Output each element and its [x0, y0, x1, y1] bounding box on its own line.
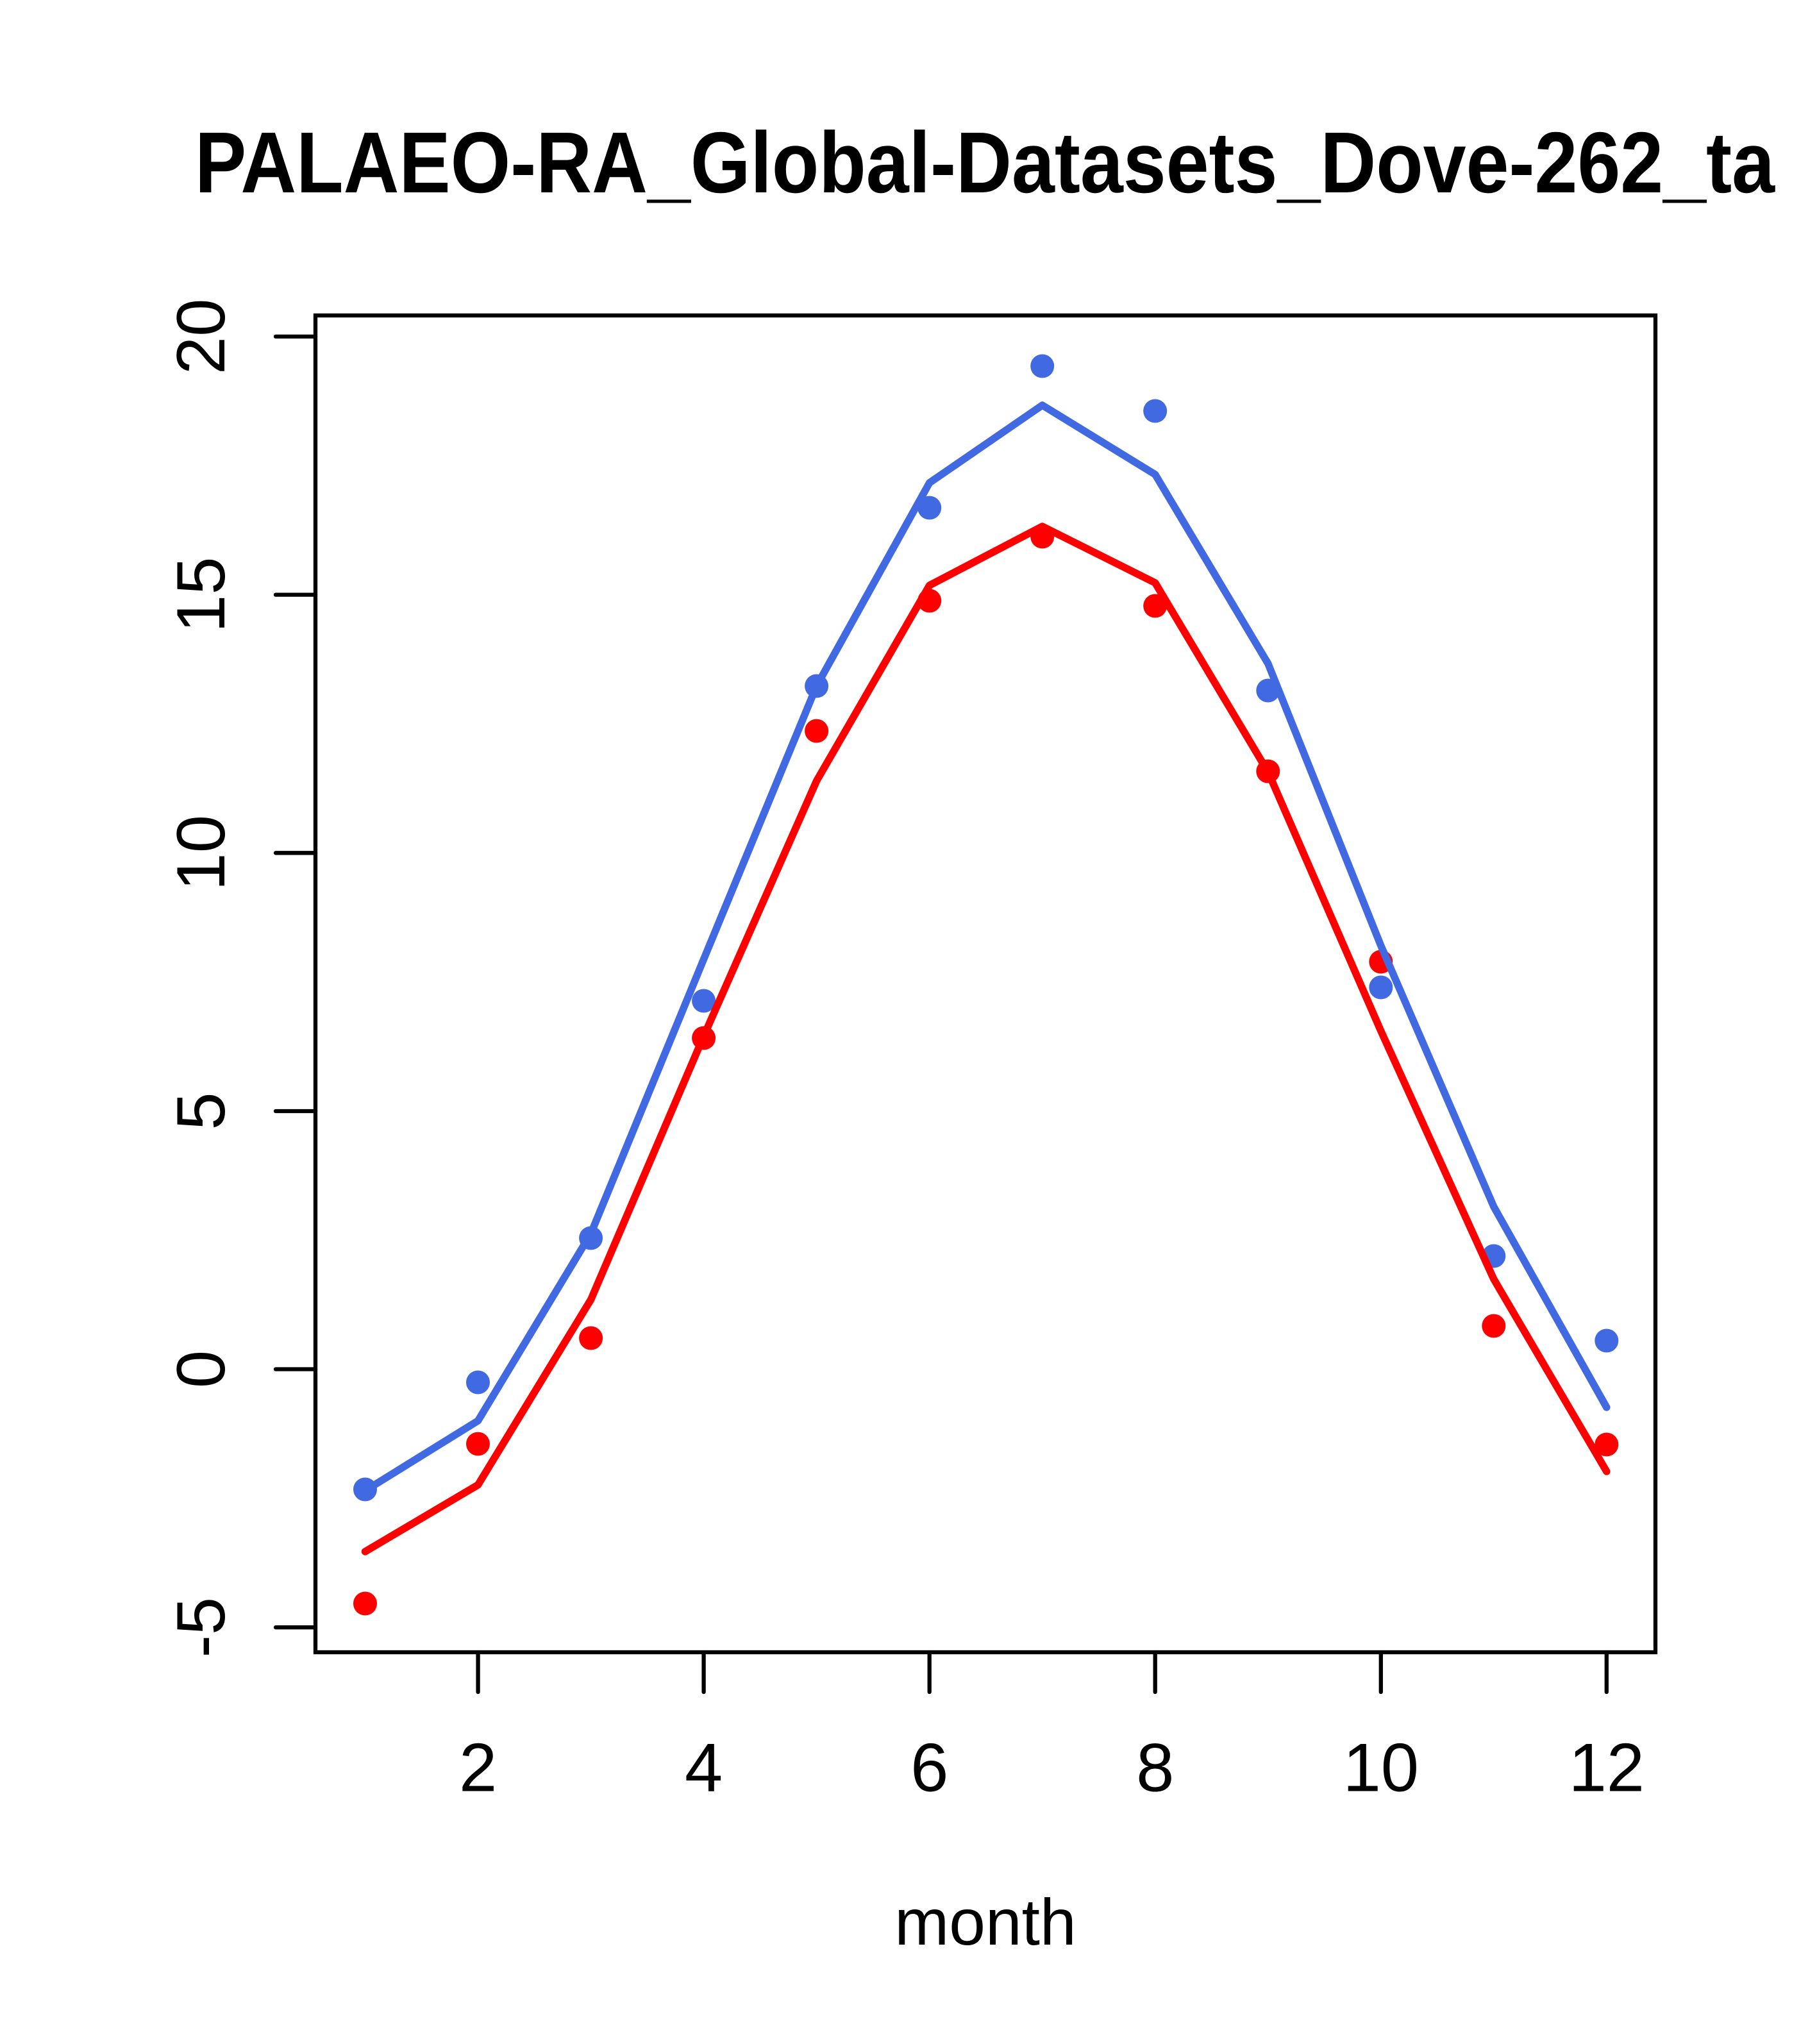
svg-text:10: 10 [1343, 1730, 1419, 1806]
svg-text:12: 12 [1569, 1730, 1645, 1806]
svg-text:0: 0 [163, 1350, 239, 1388]
svg-text:15: 15 [163, 557, 239, 632]
svg-text:10: 10 [163, 815, 239, 891]
svg-text:month: month [894, 1886, 1076, 1959]
svg-text:PALAEO-RA_Global-Datasets_Dove: PALAEO-RA_Global-Datasets_Dove-262_ta [195, 114, 1775, 211]
svg-text:8: 8 [1136, 1730, 1174, 1806]
svg-text:-5: -5 [163, 1597, 239, 1658]
svg-text:2: 2 [459, 1730, 497, 1806]
svg-text:6: 6 [910, 1730, 948, 1806]
svg-text:4: 4 [685, 1730, 723, 1806]
svg-text:20: 20 [163, 299, 239, 374]
svg-text:5: 5 [163, 1092, 239, 1130]
